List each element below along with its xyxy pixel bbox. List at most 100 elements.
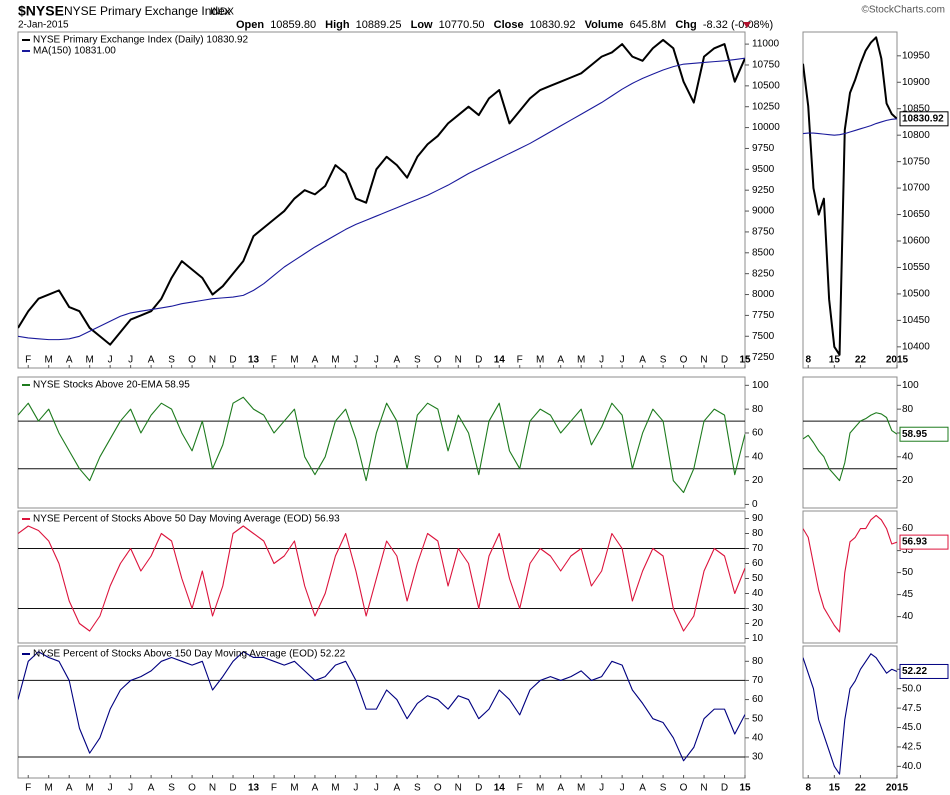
y-tick-label: 45.0 xyxy=(902,722,922,733)
y-tick-label: 40 xyxy=(902,611,914,622)
y-tick-label: 40 xyxy=(902,451,914,462)
down-arrow xyxy=(743,22,751,28)
x-tick-label: J xyxy=(353,355,358,366)
panel: 40 45 50 55 60 56.93 xyxy=(802,510,949,644)
y-tick-label: 9500 xyxy=(752,164,775,175)
y-tick-label: 10650 xyxy=(902,209,930,220)
legend-label: NYSE Percent of Stocks Above 150 Day Mov… xyxy=(33,649,346,660)
y-tick-label: 50 xyxy=(902,567,914,578)
x-tick-label: S xyxy=(168,783,175,794)
panel: 0 20 40 60 80 100 NYSE Stocks Above 20-EMA 58.… xyxy=(17,376,769,510)
plot-area xyxy=(18,396,745,494)
x-tick-label: A xyxy=(148,355,155,366)
security-name: NYSE Primary Exchange Index xyxy=(64,4,231,18)
x-tick-label: S xyxy=(414,355,421,366)
y-tick-label: 60 xyxy=(752,428,764,439)
x-tick-label: O xyxy=(434,355,442,366)
quote-value: 10889.25 xyxy=(356,19,402,31)
y-tick-label: 45 xyxy=(902,589,914,600)
x-tick-label: 8 xyxy=(805,783,811,794)
symbol: $NYSE xyxy=(18,3,64,19)
quote-label: Chg xyxy=(675,19,696,31)
y-tick-label: 30 xyxy=(752,603,764,614)
plot-area xyxy=(18,525,745,632)
panel: 2040608010058.95 xyxy=(802,376,949,509)
x-tick-label: O xyxy=(680,355,688,366)
x-tick-label: J xyxy=(353,783,358,794)
y-tick-label: 10400 xyxy=(902,341,930,352)
x-tick-label: A xyxy=(66,355,73,366)
x-tick-label: A xyxy=(639,355,646,366)
x-tick-label: M xyxy=(331,783,339,794)
y-tick-label: 30 xyxy=(752,752,764,763)
x-tick-label: A xyxy=(557,783,564,794)
y-tick-label: 9250 xyxy=(752,185,775,196)
x-tick-label: J xyxy=(108,355,113,366)
y-tick-label: 10900 xyxy=(902,77,930,88)
legend-label: NYSE Stocks Above 20-EMA 58.95 xyxy=(33,380,190,391)
x-tick-label: S xyxy=(168,355,175,366)
x-tick-label: O xyxy=(188,355,196,366)
panel-frame xyxy=(802,645,898,779)
series-line xyxy=(18,38,745,346)
panel: 40.042.545.047.550.052.581522201552.22 xyxy=(802,645,949,794)
x-tick-label: F xyxy=(517,783,523,794)
panel-frame xyxy=(17,376,746,509)
x-tick-label: M xyxy=(536,355,544,366)
panel-frame xyxy=(802,31,898,369)
y-tick-label: 10750 xyxy=(752,60,780,71)
y-tick-label: 60 xyxy=(902,523,914,534)
series-line xyxy=(18,651,745,762)
y-tick-label: 10500 xyxy=(902,289,930,300)
series-line xyxy=(803,412,897,482)
y-tick-label: 40 xyxy=(752,732,764,743)
plot-area xyxy=(803,412,897,482)
panel-frame xyxy=(17,31,746,369)
y-tick-label: 10450 xyxy=(902,315,930,326)
x-tick-label: N xyxy=(209,783,216,794)
y-tick-label: 10550 xyxy=(902,262,930,273)
y-tick-label: 80 xyxy=(902,404,914,415)
x-tick-label: M xyxy=(331,355,339,366)
y-tick-label: 40.0 xyxy=(902,761,922,772)
x-tick-label: A xyxy=(148,783,155,794)
panel: 10400 10450 10500 10550 10600 10650 10700 10750… xyxy=(802,31,949,369)
panel-frame xyxy=(802,376,898,509)
y-tick-label: 10750 xyxy=(902,156,930,167)
y-tick-label: 8750 xyxy=(752,227,775,238)
x-tick-label: 2015 xyxy=(886,355,909,366)
last-value-label: 52.22 xyxy=(902,666,927,677)
x-tick-label: 13 xyxy=(248,783,260,794)
y-tick-label: 90 xyxy=(752,513,764,524)
x-tick-label: A xyxy=(312,355,319,366)
quote: Open 10859.80 High 10889.25 Low 10770.50… xyxy=(236,19,773,31)
quote-value: 10830.92 xyxy=(530,19,576,31)
y-tick-label: 10600 xyxy=(902,236,930,247)
x-tick-label: A xyxy=(312,783,319,794)
y-tick-label: 7750 xyxy=(752,310,775,321)
x-tick-label: 15 xyxy=(829,783,841,794)
panel-frame xyxy=(802,510,898,644)
x-tick-label: M xyxy=(290,783,298,794)
x-tick-label: 15 xyxy=(739,355,751,366)
plot-area xyxy=(18,651,745,762)
date: 2-Jan-2015 xyxy=(18,20,69,31)
x-tick-label: D xyxy=(229,355,236,366)
x-tick-label: N xyxy=(455,783,462,794)
y-tick-label: 80 xyxy=(752,656,764,667)
y-tick-label: 42.5 xyxy=(902,742,922,753)
quote-label: Close xyxy=(494,19,524,31)
y-tick-label: 10000 xyxy=(752,122,780,133)
y-tick-label: 9750 xyxy=(752,143,775,154)
y-tick-label: 10950 xyxy=(902,50,930,61)
x-tick-label: 22 xyxy=(855,783,867,794)
x-tick-label: N xyxy=(209,355,216,366)
last-value-box xyxy=(899,663,949,679)
x-tick-label: 14 xyxy=(494,355,506,366)
y-tick-label: 40 xyxy=(752,588,764,599)
last-value-label: 56.93 xyxy=(902,537,927,548)
x-tick-label: A xyxy=(394,783,401,794)
y-tick-label: 10 xyxy=(752,633,764,644)
y-tick-label: 40 xyxy=(752,451,764,462)
y-tick-label: 7250 xyxy=(752,352,775,363)
